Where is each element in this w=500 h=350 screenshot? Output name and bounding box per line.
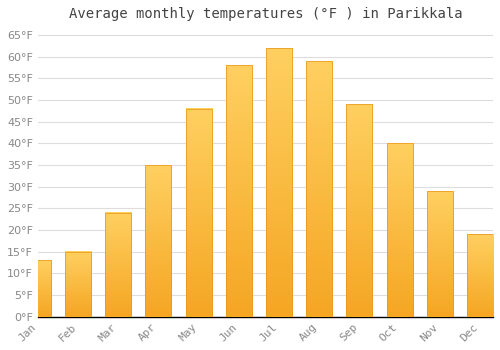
Bar	[226, 65, 252, 317]
Bar	[426, 191, 453, 317]
Bar	[467, 234, 493, 317]
Bar	[426, 191, 453, 317]
Bar	[266, 48, 292, 317]
Bar	[306, 61, 332, 317]
Bar	[186, 108, 212, 317]
Bar	[467, 234, 493, 317]
Bar	[146, 165, 172, 317]
Bar	[24, 260, 51, 317]
Bar	[186, 108, 212, 317]
Bar	[65, 252, 91, 317]
Bar	[226, 65, 252, 317]
Bar	[346, 104, 372, 317]
Title: Average monthly temperatures (°F ) in Parikkala: Average monthly temperatures (°F ) in Pa…	[68, 7, 462, 21]
Bar	[105, 213, 132, 317]
Bar	[346, 104, 372, 317]
Bar	[146, 165, 172, 317]
Bar	[105, 213, 132, 317]
Bar	[24, 260, 51, 317]
Bar	[266, 48, 292, 317]
Bar	[65, 252, 91, 317]
Bar	[386, 144, 412, 317]
Bar	[306, 61, 332, 317]
Bar	[386, 144, 412, 317]
